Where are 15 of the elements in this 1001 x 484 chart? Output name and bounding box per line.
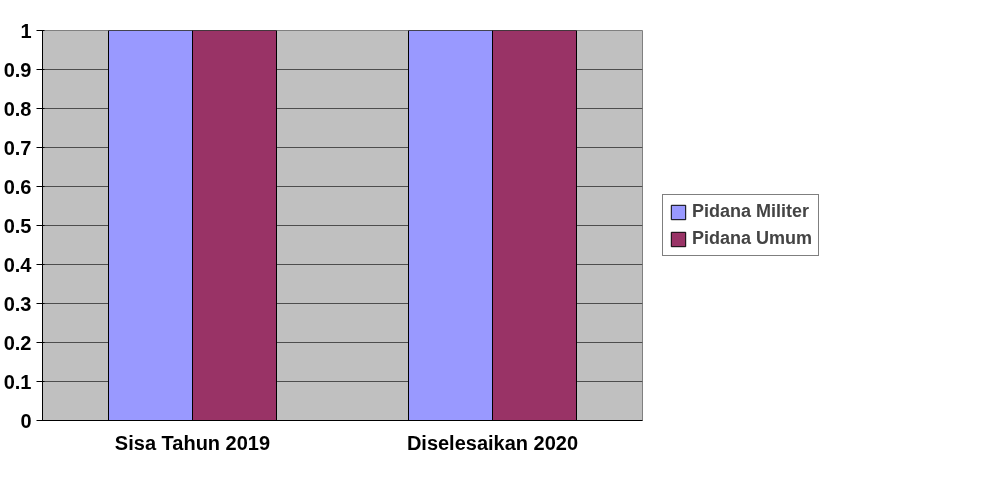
y-tick-label: 0.5	[3, 214, 32, 237]
y-tick-label: 0.4	[3, 253, 33, 276]
y-tick-label: 0.6	[3, 175, 32, 198]
y-tick-label: 0.7	[3, 136, 32, 159]
y-tick-label: 0.3	[3, 292, 32, 315]
legend-label: Pidana Militer	[692, 201, 810, 222]
x-tick-label: Diselesaikan 2020	[406, 431, 579, 454]
y-tick-label: 0.1	[3, 370, 32, 393]
legend-label: Pidana Umum	[692, 228, 813, 249]
y-tick-label: 1	[20, 19, 32, 42]
y-tick-label: 0.9	[3, 58, 32, 81]
x-tick-label: Sisa Tahun 2019	[114, 431, 271, 454]
y-tick-label: 0	[20, 409, 32, 432]
y-tick-label: 0.8	[3, 97, 32, 120]
y-tick-label: 0.2	[3, 331, 32, 354]
